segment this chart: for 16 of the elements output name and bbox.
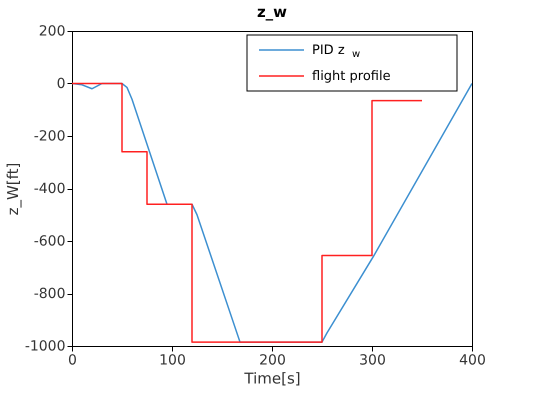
y-tick-label: 200	[38, 24, 66, 40]
x-tick-label: 400	[459, 352, 486, 368]
y-tick-label: 0	[56, 76, 66, 92]
x-tick-label: 200	[259, 352, 286, 368]
y-tick-label: -400	[34, 181, 66, 197]
legend-label: flight profile	[312, 69, 391, 84]
chart-title: z_w	[256, 3, 288, 21]
x-axis-title: Time[s]	[243, 370, 301, 388]
y-tick-label: -1000	[24, 338, 66, 354]
x-tick-label: 300	[359, 352, 386, 368]
x-tick-label: 100	[159, 352, 186, 368]
x-tick-label: 0	[68, 352, 77, 368]
y-tick-label: -600	[34, 234, 66, 250]
y-tick-label: -200	[34, 128, 66, 144]
y-axis-title: z_W[ft]	[4, 162, 22, 216]
y-tick-label: -800	[34, 286, 66, 302]
